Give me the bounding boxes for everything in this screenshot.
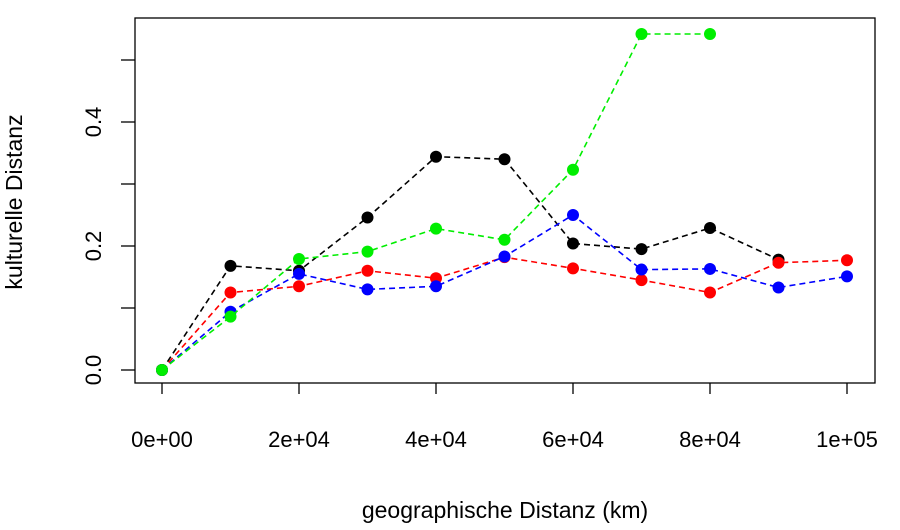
x-tick-label: 6e+04 (542, 427, 604, 452)
y-tick-label: 0.4 (81, 107, 106, 138)
x-axis-label: geographische Distanz (km) (362, 497, 648, 523)
data-point (567, 209, 579, 221)
data-point (430, 280, 442, 293)
x-tick-label: 0e+00 (131, 427, 193, 452)
data-point (361, 211, 374, 224)
data-point (224, 310, 237, 323)
data-point (635, 263, 648, 276)
y-axis-label: kulturelle Distanz (1, 114, 27, 289)
x-tick-label: 1e+05 (816, 427, 878, 452)
data-point (635, 274, 648, 287)
series-2 (156, 251, 853, 376)
x-tick-label: 2e+04 (268, 427, 330, 452)
data-point (224, 286, 237, 299)
data-point (361, 245, 374, 258)
data-point (293, 253, 305, 266)
data-point (704, 262, 716, 275)
series-layer (156, 27, 853, 376)
series-line (161, 33, 710, 371)
axes (134, 17, 876, 384)
data-point (841, 270, 853, 283)
data-point (293, 267, 305, 280)
data-point (635, 243, 648, 256)
y-axis: 0.0 0.2 0.4 (81, 59, 135, 386)
data-point (361, 264, 374, 277)
data-point (430, 150, 442, 163)
data-point (224, 259, 237, 272)
data-point (567, 262, 579, 275)
data-point (293, 280, 305, 293)
data-point (361, 283, 374, 296)
x-tick-label: 4e+04 (405, 427, 467, 452)
series-line (161, 155, 779, 371)
series-4 (156, 27, 716, 376)
y-tick-label: 0.2 (81, 231, 106, 262)
data-point (704, 27, 716, 40)
plot-frame (134, 17, 876, 384)
data-point (156, 364, 168, 376)
data-point (772, 281, 785, 294)
data-point (430, 222, 442, 235)
x-axis: 0e+00 2e+04 4e+04 6e+04 8e+04 1e+05 (131, 383, 878, 452)
data-point (704, 222, 716, 235)
x-tick-label: 8e+04 (679, 427, 741, 452)
data-point (498, 250, 511, 263)
data-point (772, 256, 785, 269)
data-point (498, 233, 511, 246)
series-1 (156, 150, 785, 376)
data-point (567, 237, 579, 250)
y-tick-label: 0.0 (81, 355, 106, 386)
series-line (161, 256, 848, 371)
data-point (841, 254, 853, 267)
data-point (498, 153, 511, 166)
data-point (635, 27, 648, 40)
data-point (567, 163, 579, 176)
data-point (704, 286, 716, 299)
